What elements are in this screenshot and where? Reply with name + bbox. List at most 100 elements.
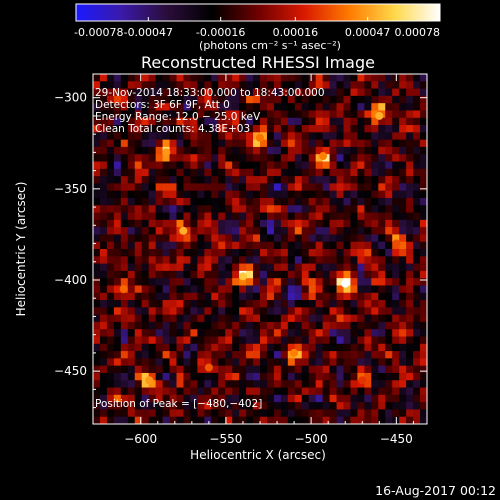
heatmap-cell [336, 227, 344, 235]
heatmap-cell [280, 409, 289, 418]
heatmap-cell [127, 234, 136, 243]
heatmap-cell [99, 168, 108, 177]
heatmap-cell [378, 197, 386, 206]
heatmap-cell [204, 205, 212, 214]
heatmap-cell [273, 190, 282, 199]
heatmap-cell [371, 154, 379, 162]
heatmap-cell [329, 365, 338, 374]
heatmap-cell [253, 292, 261, 301]
heatmap-cell [385, 190, 393, 199]
heatmap-cell [301, 168, 310, 177]
heatmap-cell [183, 81, 191, 90]
heatmap-cell [106, 234, 115, 243]
heatmap-cell [127, 212, 136, 221]
heatmap-cell [378, 358, 386, 367]
heatmap-cell [413, 176, 421, 184]
heatmap-cell [357, 168, 365, 177]
heatmap-cell [169, 278, 177, 286]
heatmap-cell [197, 249, 205, 257]
heatmap-cell [113, 125, 122, 133]
heatmap-cell [155, 358, 164, 367]
heatmap-cell [232, 125, 240, 133]
heatmap-cell [169, 307, 177, 316]
heatmap-cell [308, 110, 317, 119]
heatmap-cell [350, 278, 358, 286]
heatmap-cell [211, 300, 219, 308]
heatmap-cell [169, 402, 177, 410]
heatmap-cell [141, 329, 150, 337]
heatmap-cell [364, 74, 372, 82]
heatmap-cell [329, 307, 338, 316]
heatmap-cell [232, 183, 240, 192]
heatmap-cell [385, 139, 393, 148]
heatmap-cell [350, 146, 358, 155]
heatmap-cell [99, 300, 108, 308]
heatmap-cell [190, 219, 198, 228]
heatmap-cell [183, 74, 191, 82]
heatmap-cell [308, 146, 317, 155]
colorbar-tick-label: 0.00016 [273, 26, 319, 39]
heatmap-cell [357, 212, 365, 221]
heatmap-cell [204, 81, 212, 90]
heatmap-cell [287, 365, 296, 374]
heatmap-cell [413, 183, 421, 192]
heatmap-cell [343, 365, 351, 374]
heatmap-cell [420, 394, 427, 403]
heatmap-cell [385, 161, 393, 170]
heatmap-cell [392, 146, 400, 155]
heatmap-cell [218, 343, 226, 352]
heatmap-cell [127, 394, 136, 403]
heatmap-cell [385, 146, 393, 155]
hot-spot [341, 279, 350, 288]
heatmap-cell [134, 154, 143, 162]
heatmap-cell [148, 139, 157, 148]
heatmap-cell [294, 278, 303, 286]
heatmap-cell [357, 402, 365, 410]
heatmap-cell [106, 95, 115, 104]
heatmap-cell [336, 314, 344, 323]
heatmap-cell [315, 95, 324, 104]
heatmap-cell [197, 372, 205, 381]
heatmap-cell [148, 95, 157, 104]
heatmap-cell [420, 103, 427, 111]
heatmap-cell [280, 88, 289, 97]
colorbar-bar [75, 3, 441, 22]
heatmap-cell [155, 292, 164, 301]
heatmap-cell [413, 146, 421, 155]
heatmap-cell [225, 234, 233, 243]
heatmap-cell [294, 292, 303, 301]
heatmap-cell [239, 176, 247, 184]
heatmap-cell [204, 416, 212, 424]
heatmap-cell [399, 176, 407, 184]
heatmap-cell [162, 125, 171, 133]
heatmap-cell [364, 380, 372, 389]
heatmap-cell [420, 285, 427, 294]
heatmap-cell [93, 292, 101, 301]
heatmap-cell [93, 307, 101, 316]
heatmap-cell [315, 292, 324, 301]
heatmap-cell [197, 380, 205, 389]
heatmap-cell [162, 249, 171, 257]
heatmap-cell [176, 343, 184, 352]
heatmap-cell [232, 351, 240, 359]
heatmap-cell [357, 110, 365, 119]
heatmap-cell [190, 103, 198, 111]
heatmap-cell [329, 241, 338, 250]
heatmap-cell [232, 197, 240, 206]
heatmap-cell [113, 161, 122, 170]
heatmap-cell [350, 234, 358, 243]
heatmap-cell [239, 365, 247, 374]
heatmap-cell [378, 343, 386, 352]
heatmap-cell [141, 125, 150, 133]
heatmap-cell [134, 176, 143, 184]
heatmap-cell [218, 409, 226, 418]
heatmap-cell [218, 139, 226, 148]
heatmap-cell [273, 110, 282, 119]
y-tick-label: −400 [54, 273, 87, 287]
heatmap-cell [273, 74, 282, 82]
heatmap-cell [253, 234, 261, 243]
heatmap-cell [294, 263, 303, 272]
heatmap-cell [315, 263, 324, 272]
heatmap-cell [336, 74, 344, 82]
heatmap-cell [399, 219, 407, 228]
